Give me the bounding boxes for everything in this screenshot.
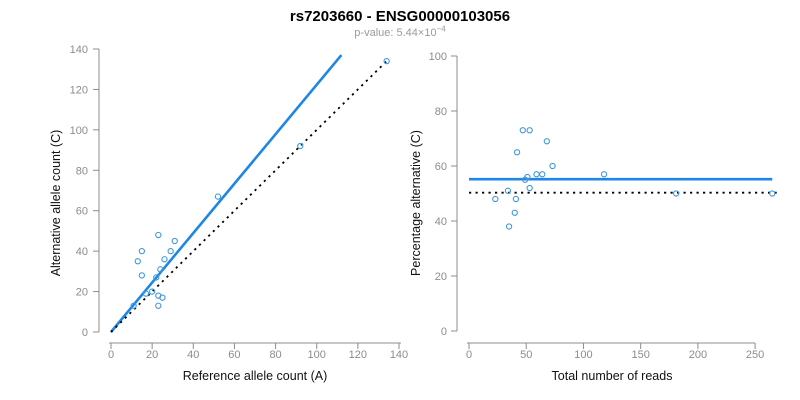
data-point [505,223,513,230]
y-tick-label: 140 [70,44,88,56]
x-tick-label: 0 [466,349,472,361]
left-y-axis-title: Alternative allele count (C) [49,129,63,277]
y-tick-label: 60 [435,161,447,173]
y-tick-label: 60 [76,206,88,218]
data-point [157,266,164,273]
x-tick-label: 0 [108,349,114,361]
data-point [549,162,556,170]
left-x-axis-title: Reference allele count (A) [182,369,328,383]
data-point [600,171,608,178]
x-tick-label: 80 [269,349,281,361]
x-tick-label: 100 [308,349,326,361]
data-point [153,274,160,281]
data-point [130,302,137,309]
data-point [492,195,499,203]
x-tick-label: 40 [187,349,199,361]
x-tick-label: 150 [631,349,649,361]
y-tick-label: 0 [82,327,88,339]
y-tick-label: 20 [76,287,88,299]
x-tick-label: 250 [746,349,764,361]
data-point [155,231,162,239]
data-point [511,209,518,216]
identity-line [110,58,390,333]
data-point [533,171,540,178]
pvalue-subtitle: p-value: 5.44×10−4 [0,24,800,39]
data-point [512,195,520,203]
x-tick-label: 20 [146,349,158,361]
pvalue-exponent: −4 [436,24,446,34]
data-point [148,288,156,295]
data-point [504,187,512,194]
data-point [155,302,162,309]
y-tick-label: 80 [435,106,447,118]
data-point [134,258,141,265]
percentage-plot: 0 50 100 150 200 250 0 20 40 60 80 100 [429,51,778,361]
data-point [138,272,146,279]
fit-line [110,54,343,333]
data-point [519,127,526,134]
right-y-axis-title: Percentage alternative (C) [409,130,423,276]
y-tick-label: 80 [76,165,88,177]
pvalue-text: p-value: 5.44×10 [354,27,437,39]
y-tick-label: 20 [435,271,447,283]
data-point [526,127,533,134]
right-x-axis-title: Total number of reads [551,369,673,383]
y-tick-label: 120 [70,84,88,96]
data-point [171,237,178,245]
y-tick-label: 40 [435,216,447,228]
data-point [672,190,680,197]
data-point [159,294,166,301]
x-tick-label: 100 [574,349,592,361]
x-tick-label: 50 [520,349,532,361]
data-point [513,149,521,156]
data-point [161,256,168,263]
data-point [214,193,222,200]
x-tick-label: 140 [390,349,408,361]
data-point [142,290,150,297]
data-point [167,247,174,255]
y-tick-label: 0 [441,326,447,338]
data-point [543,138,550,145]
x-tick-label: 60 [228,349,240,361]
y-tick-label: 100 [429,51,447,63]
x-tick-label: 200 [689,349,707,361]
y-tick-label: 40 [76,246,88,258]
y-tick-label: 100 [70,125,88,137]
data-point [297,142,304,150]
data-point [769,190,776,197]
data-point [138,247,146,255]
data-point [383,57,390,65]
data-point [539,171,546,178]
data-point [526,184,533,192]
allele-counts-plot: 0 20 40 60 80 100 120 140 0 20 40 60 80 100 120 140 [70,44,409,361]
page-title: rs7203660 - ENSG00000103056 [289,8,511,25]
x-tick-label: 120 [349,349,367,361]
data-point [524,173,531,181]
